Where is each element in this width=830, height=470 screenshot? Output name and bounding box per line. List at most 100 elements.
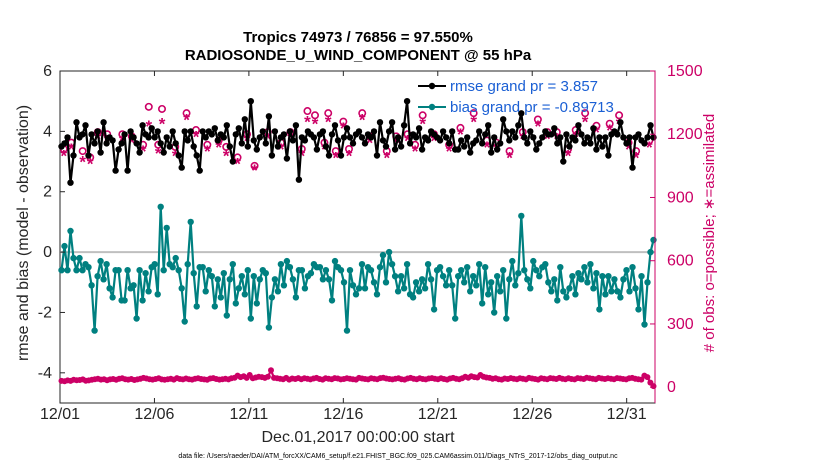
bias-point [253, 300, 260, 307]
obs-assimilated-marker: * [535, 117, 542, 136]
bias-point [494, 273, 501, 280]
bias-point [169, 264, 176, 271]
rmse-point [376, 119, 384, 126]
bias-point [346, 267, 354, 274]
bias-point [340, 279, 348, 286]
rmse-point [280, 131, 288, 138]
bias-point [536, 273, 543, 280]
rmse-point [196, 167, 203, 174]
rmse-point [533, 146, 540, 153]
obs-assimilated-marker: * [470, 113, 477, 132]
bias-point [367, 267, 375, 274]
rmse-point [166, 143, 173, 150]
obs-assimilated-marker: * [506, 148, 513, 167]
obs-assimilated-marker: * [606, 121, 613, 140]
rmse-point [121, 131, 128, 138]
obs-assimilated-point [268, 367, 274, 374]
obs-assimilated-marker: * [457, 125, 464, 144]
obs-assimilated-marker: * [633, 148, 640, 167]
obs-assimilated-marker: * [582, 113, 589, 132]
obs-assimilated-marker: * [298, 146, 305, 165]
bias-point [590, 285, 597, 292]
bias-point [587, 261, 594, 268]
rmse-point [289, 137, 297, 144]
rmse-point [584, 134, 591, 141]
bias-point [623, 267, 630, 274]
bias-point [271, 276, 279, 283]
bias-point [265, 324, 273, 331]
bias-point [235, 285, 242, 292]
bias-point [97, 257, 104, 265]
rmse-point [118, 140, 125, 147]
rmse-point [548, 131, 555, 138]
rmse-point [391, 146, 399, 153]
bias-point [575, 270, 582, 277]
y-tick-label: -2 [38, 304, 52, 321]
rmse-point [596, 134, 603, 141]
rmse-point [400, 122, 408, 129]
obs-assimilated-marker: * [60, 146, 67, 165]
rmse-point [439, 128, 447, 135]
rmse-point [115, 146, 122, 153]
x-tick-label: 12/21 [418, 406, 458, 423]
bias-point [491, 309, 498, 316]
bias-point [139, 297, 146, 304]
bias-point [160, 267, 167, 274]
rmse-point [334, 137, 342, 144]
rmse-point [620, 134, 627, 141]
bias-point [518, 212, 525, 220]
bias-point [647, 248, 654, 256]
rmse-point [151, 134, 158, 141]
bias-point [163, 224, 170, 232]
bias-point [175, 267, 182, 274]
bias-point [85, 264, 92, 271]
rmse-point [178, 164, 185, 171]
rmse-point [397, 143, 405, 150]
rmse-point [536, 140, 543, 147]
bias-point [497, 288, 504, 295]
obs-assimilated-marker: * [340, 119, 347, 138]
bias-point [238, 273, 245, 280]
rmse-point [449, 128, 456, 135]
bias-point [91, 327, 98, 334]
rmse-point [229, 158, 236, 165]
obs-possible-marker [605, 119, 614, 128]
bias-point [358, 261, 366, 268]
bias-point [223, 312, 230, 319]
rmse-point [313, 146, 321, 153]
obs-assimilated-marker: * [155, 144, 162, 163]
rmse-point [220, 134, 227, 141]
rmse-point [581, 140, 588, 147]
rmse-point [572, 137, 579, 144]
rmse-point [467, 149, 474, 156]
rmse-point [518, 110, 525, 117]
bias-point [100, 276, 107, 283]
y-tick-label: 2 [43, 184, 52, 201]
bias-point [232, 300, 239, 307]
bias-point [482, 264, 489, 271]
rmse-point [479, 140, 486, 147]
rmse-point [127, 128, 134, 135]
obs-assimilated-marker: * [383, 148, 390, 167]
bias-point [578, 276, 585, 283]
rmse-point [145, 134, 152, 141]
bias-point [524, 276, 531, 283]
bias-point [470, 273, 477, 280]
rmse-point [259, 128, 266, 135]
bias-point [157, 203, 164, 210]
rmse-point [253, 146, 260, 153]
rmse-point [208, 131, 215, 138]
rmse-point [319, 128, 327, 135]
rmse-point [617, 119, 624, 126]
rmse-point [497, 140, 504, 147]
obs-assimilated-marker: * [325, 113, 332, 132]
legend-rmse-marker [428, 82, 436, 90]
bias-point [439, 273, 447, 280]
obs-assimilated-marker: * [625, 140, 632, 159]
obs-assimilated-marker: * [593, 123, 600, 142]
bias-point [569, 273, 576, 280]
rmse-point [283, 155, 291, 162]
rmse-point [382, 143, 390, 150]
rmse-point [238, 140, 245, 147]
bias-point [349, 282, 357, 289]
